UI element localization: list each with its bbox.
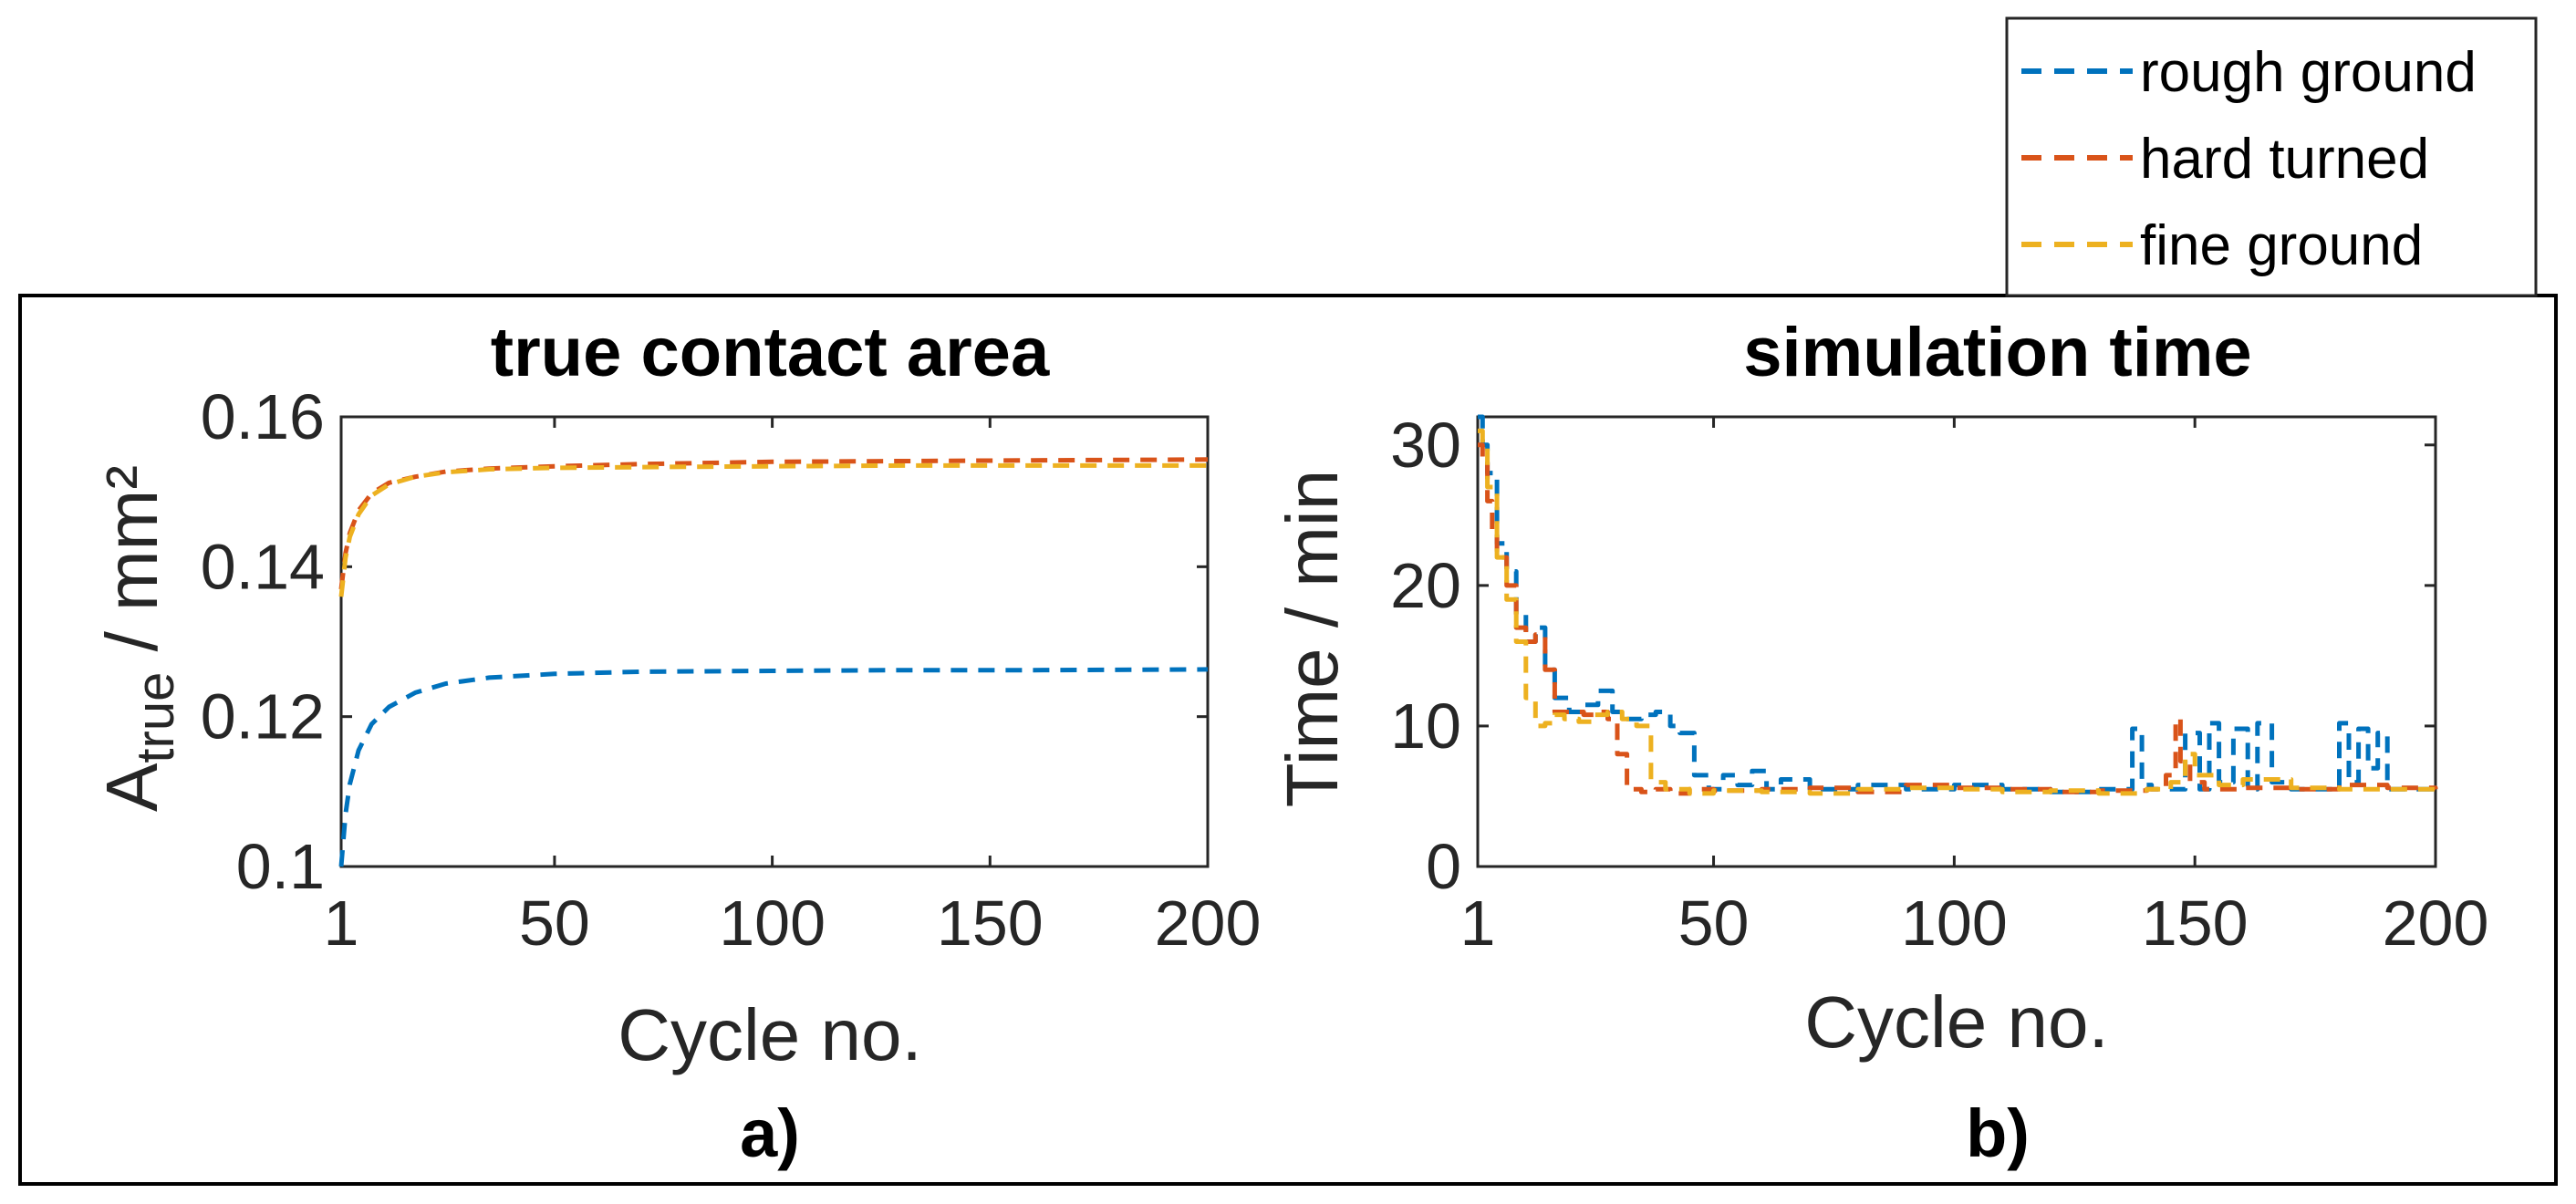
panel-a-ylabel-sub: true <box>126 672 185 763</box>
panel-b-xtick-label-100: 100 <box>1901 887 2008 959</box>
panel-b-xtick-label-50: 50 <box>1678 887 1750 959</box>
panel-b-label: b) <box>1966 1095 2030 1171</box>
panel-b-title: simulation time <box>1743 314 2251 391</box>
panel-a-series-fine-ground <box>338 462 1208 597</box>
panel-a-xtick-label-200: 200 <box>1155 887 1262 959</box>
panel-a-xlabel: Cycle no. <box>618 994 921 1075</box>
panel-b-ylabel: Time / min <box>1272 470 1353 807</box>
legend-entry-fine-ground: fine ground <box>2021 214 2423 277</box>
panel-a-label: a) <box>740 1095 800 1171</box>
panel-a-ytick-label-1: 0.12 <box>201 681 325 752</box>
panel-b-xtick-label-1: 1 <box>1460 887 1496 959</box>
panel-b-ytick-label-1: 10 <box>1390 690 1461 762</box>
panel-a-xtick-label-1: 1 <box>324 887 359 959</box>
figure-frame <box>18 294 2558 1186</box>
panel-a-ytick-label-0: 0.1 <box>236 831 325 902</box>
panel-a-series-hard-turned <box>338 457 1209 590</box>
panel-b-series-fine-ground <box>1478 428 2438 796</box>
panel-a-series-rough-ground <box>338 667 1209 867</box>
panel-a-axes-box <box>339 415 1210 868</box>
panel-a-ylabel-unit: / mm² <box>91 465 172 672</box>
panel-a-ylabel: Atrue / mm² <box>91 465 185 812</box>
panel-a-title: true contact area <box>491 314 1050 391</box>
panel-b-xtick-label-150: 150 <box>2142 887 2249 959</box>
panel-b-series-hard-turned <box>1478 442 2438 796</box>
panel-b-ytick-label-0: 0 <box>1426 831 1461 902</box>
legend-label-rough-ground: rough ground <box>2140 41 2477 104</box>
panel-a-ylabel-main: A <box>91 763 172 812</box>
panel-b-ytick-label-3: 30 <box>1390 410 1461 481</box>
legend-entry-hard-turned: hard turned <box>2021 128 2429 191</box>
legend-label-hard-turned: hard turned <box>2140 128 2429 191</box>
panel-a-ytick-label-2: 0.14 <box>201 531 325 602</box>
panel-a-ytick-label-3: 0.16 <box>201 381 325 452</box>
panel-b-xlabel: Cycle no. <box>1804 981 2108 1063</box>
panel-a-xtick-label-50: 50 <box>519 887 590 959</box>
panel-b-ytick-label-2: 20 <box>1390 550 1461 621</box>
panel-a-xtick-label-100: 100 <box>719 887 826 959</box>
legend-entry-rough-ground: rough ground <box>2021 41 2477 104</box>
panel-b-xtick-label-200: 200 <box>2383 887 2489 959</box>
panel-b-series <box>1478 414 2438 796</box>
panel-a-true-contact-area: true contact area 1 50 100 150 2000.10.120.1… <box>91 314 1261 1171</box>
legend: rough ground hard turned fine ground <box>2005 16 2538 297</box>
panel-a-xtick-label-150: 150 <box>937 887 1044 959</box>
panel-a-series <box>338 457 1209 867</box>
legend-label-fine-ground: fine ground <box>2140 214 2423 277</box>
panel-b-axes-box <box>1476 415 2437 868</box>
